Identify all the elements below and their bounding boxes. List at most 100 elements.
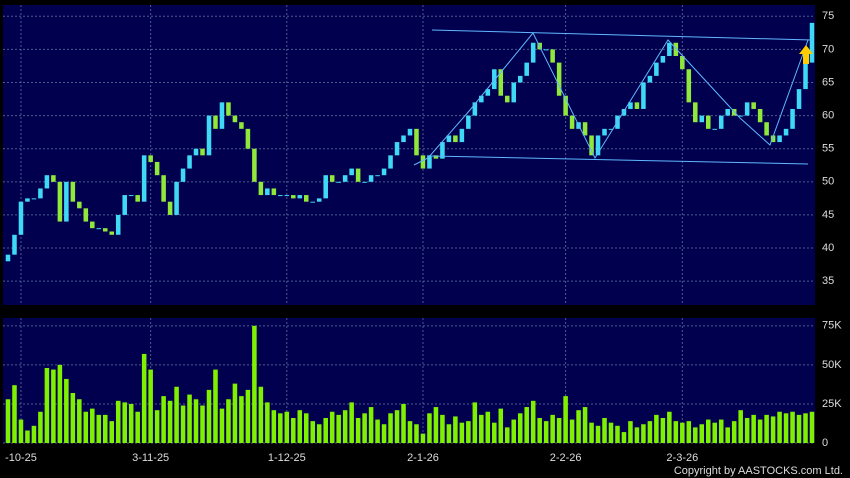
volume-bar — [537, 418, 542, 443]
candle-body — [128, 195, 134, 197]
volume-bar — [96, 414, 102, 443]
volume-bar — [433, 407, 439, 443]
volume-bar — [427, 413, 432, 443]
candle-body — [122, 195, 127, 215]
candle-body — [705, 115, 711, 129]
candle-body — [77, 201, 82, 209]
volume-bar — [167, 400, 173, 443]
volume-bar — [12, 385, 17, 443]
volume-bar — [511, 419, 517, 443]
candle-body — [809, 22, 815, 63]
volume-bar — [297, 410, 303, 443]
volume-bar — [543, 421, 549, 443]
volume-bar — [790, 411, 795, 443]
volume-bar — [414, 424, 419, 443]
volume-bar — [349, 402, 354, 443]
volume-bar — [524, 407, 529, 443]
candle-body — [524, 62, 529, 76]
candle-body — [466, 115, 471, 129]
volume-bar — [362, 413, 367, 443]
volume-bar — [128, 403, 134, 443]
volume-bar — [271, 410, 277, 443]
y-tick-label: 65 — [822, 76, 834, 88]
volume-bar — [148, 369, 153, 443]
candle-body — [355, 168, 361, 182]
candle-body — [634, 102, 640, 109]
volume-bar — [336, 414, 341, 443]
marks — [5, 22, 815, 443]
y-tick-label: 50 — [822, 176, 834, 188]
volume-bar — [725, 427, 730, 443]
volume-bar — [504, 427, 510, 443]
candle-body — [712, 128, 718, 130]
candle-body — [381, 168, 387, 176]
volume-bar — [673, 421, 679, 443]
y-tick-label: 55 — [822, 143, 834, 155]
labels: 35 40 45 50 55 60 65 70 75 -10-25 3-11-25 1-12-25 2-… — [5, 10, 842, 464]
volume-bar — [712, 422, 718, 443]
candle-body — [440, 142, 445, 159]
volume-bar — [51, 369, 56, 443]
candle-body — [621, 108, 627, 116]
volume-bar — [258, 386, 264, 443]
volume-bar — [64, 378, 69, 443]
volume-bar — [485, 411, 491, 443]
y-tick-label: 40 — [822, 242, 834, 254]
candle-body — [291, 195, 296, 199]
volume-bar — [44, 368, 50, 443]
candle-body — [90, 221, 95, 229]
volume-bar — [154, 410, 160, 443]
candle-body — [213, 115, 218, 129]
y-tick-label: 0 — [822, 437, 828, 449]
candle-body — [316, 198, 322, 202]
x-tick-label: 2-2-26 — [550, 452, 582, 464]
volume-bar — [303, 413, 309, 443]
volume-bar — [355, 418, 361, 443]
volume-bar — [200, 405, 205, 443]
volume-bar — [135, 411, 140, 443]
price-panel — [3, 5, 815, 305]
volume-bar — [388, 413, 393, 443]
volume-bar — [459, 422, 465, 443]
candle-body — [349, 168, 354, 176]
candle-body — [388, 155, 393, 169]
candle-body — [167, 201, 173, 215]
candle-body — [453, 135, 458, 143]
volume-bar — [628, 421, 633, 443]
candle-body — [12, 234, 17, 255]
volume-bar — [316, 424, 322, 443]
candle-body — [64, 181, 69, 222]
volume-bar — [686, 421, 692, 443]
candle-body — [427, 155, 432, 169]
volume-bar — [265, 402, 270, 443]
volume-bar — [809, 411, 815, 443]
candle-body — [479, 95, 484, 103]
volume-bar — [764, 414, 769, 443]
y-tick-label: 25K — [822, 398, 842, 410]
volume-bar — [329, 411, 335, 443]
volume-bar — [530, 400, 536, 443]
volume-bar — [381, 424, 387, 443]
y-tick-label: 35 — [822, 275, 834, 287]
candle-body — [193, 148, 199, 156]
support-line — [431, 155, 809, 165]
candle-body — [5, 254, 11, 262]
candle-body — [563, 95, 568, 116]
candle-body — [744, 102, 750, 116]
candle-body — [161, 175, 166, 202]
candle-body — [433, 155, 439, 159]
volume-bar — [517, 413, 523, 443]
candle-body — [135, 195, 140, 202]
candle-body — [680, 55, 685, 70]
candle-body — [394, 142, 400, 156]
volume-bar — [654, 414, 659, 443]
candle-body — [472, 102, 478, 116]
volume-bar — [213, 369, 218, 443]
candle-body — [777, 135, 782, 143]
candle-body — [362, 181, 367, 183]
candle-body — [57, 181, 63, 222]
volume-bar — [803, 413, 808, 443]
volume-bar — [479, 414, 484, 443]
volume-bar — [492, 422, 497, 443]
candle-body — [446, 135, 452, 143]
